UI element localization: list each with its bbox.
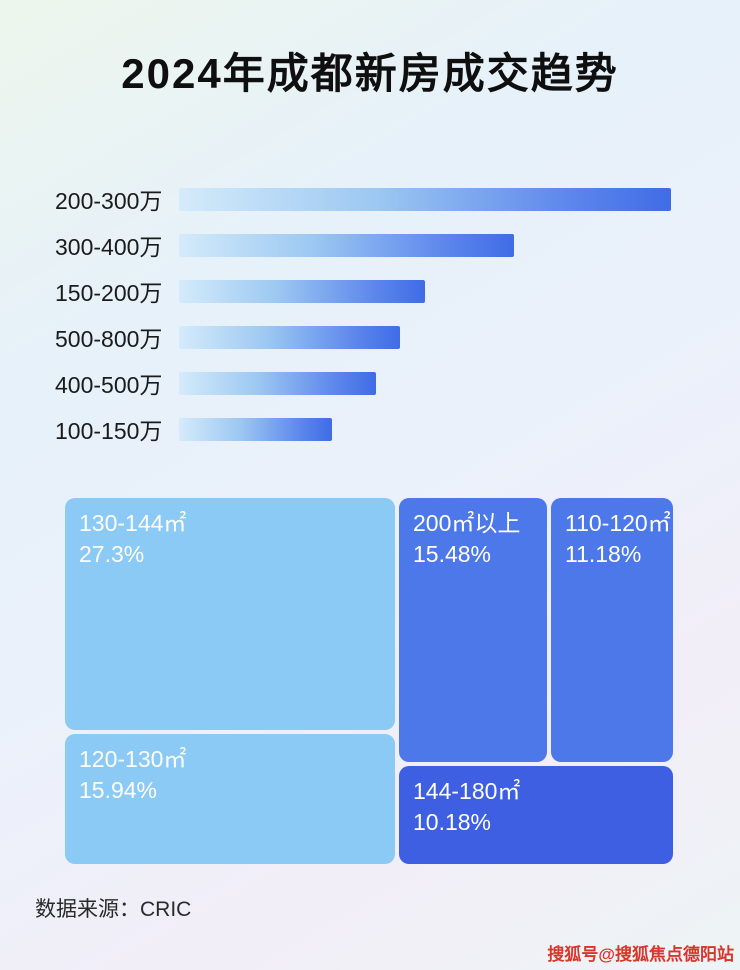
treemap-block-120-130: 120-130㎡ 15.94% — [65, 734, 395, 864]
bar-fill — [179, 233, 514, 257]
treemap-block-label: 144-180㎡ — [413, 778, 521, 804]
treemap-block-130-144: 130-144㎡ 27.3% — [65, 498, 395, 730]
bar-track — [179, 325, 671, 349]
watermark-text: 搜狐号@搜狐焦点德阳站 — [547, 945, 734, 964]
treemap-block-label: 120-130㎡ — [79, 746, 187, 772]
treemap-block-144-180: 144-180㎡ 10.18% — [399, 766, 673, 864]
bar-row: 500-800万 — [55, 314, 671, 360]
treemap-block-share: 27.3% — [79, 541, 145, 568]
data-source-caption: 数据来源：CRIC — [35, 898, 192, 921]
treemap-block-share: 10.18% — [413, 809, 492, 836]
bar-category-label: 300-400万 — [55, 234, 163, 260]
treemap-block-label: 130-144㎡ — [79, 510, 187, 536]
bar-row: 150-200万 — [55, 268, 671, 314]
bar-category-label: 400-500万 — [55, 372, 163, 398]
bar-row: 300-400万 — [55, 222, 671, 268]
bar-fill — [179, 371, 376, 395]
bar-track — [179, 417, 671, 441]
bar-fill — [179, 187, 671, 211]
bar-fill — [179, 325, 401, 349]
bar-fill — [179, 279, 425, 303]
treemap-block-share: 11.18% — [565, 541, 642, 568]
bar-category-label: 200-300万 — [55, 188, 163, 214]
bar-category-label: 100-150万 — [55, 418, 163, 444]
bar-row: 100-150万 — [55, 406, 671, 452]
bar-track — [179, 187, 671, 211]
treemap-block-200-plus: 200㎡以上 15.48% — [399, 498, 547, 762]
treemap-block-110-120: 110-120㎡ 11.18% — [551, 498, 673, 762]
bar-category-label: 150-200万 — [55, 280, 163, 306]
treemap-block-label: 110-120㎡ — [565, 510, 671, 536]
bar-track — [179, 279, 671, 303]
bar-row: 200-300万 — [55, 176, 671, 222]
bar-track — [179, 371, 671, 395]
bar-category-label: 500-800万 — [55, 326, 163, 352]
bar-fill — [179, 417, 332, 441]
treemap-block-share: 15.48% — [413, 541, 492, 568]
treemap-block-share: 15.94% — [79, 777, 158, 804]
treemap-chart: 130-144㎡ 27.3% 120-130㎡ 15.94% 200㎡以上 15… — [65, 498, 673, 866]
treemap-block-label: 200㎡以上 — [413, 510, 521, 536]
bar-chart: 200-300万 300-400万 150-200万 500-800万 400-… — [55, 176, 671, 452]
page-title: 2024年成都新房成交趋势 — [121, 50, 619, 97]
bar-track — [179, 233, 671, 257]
bar-row: 400-500万 — [55, 360, 671, 406]
